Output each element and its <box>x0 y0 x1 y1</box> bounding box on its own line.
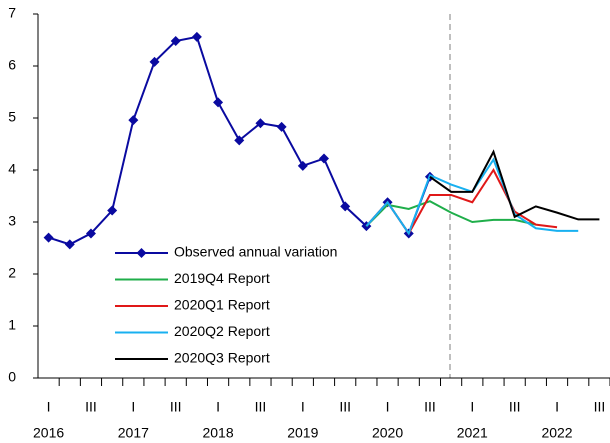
year-label: 2017 <box>118 425 149 441</box>
legend-label: 2020Q2 Report <box>174 323 270 339</box>
x-tick-label: III <box>509 399 521 415</box>
legend-label: 2019Q4 Report <box>174 270 270 286</box>
point-marker <box>64 239 75 250</box>
year-label: 2020 <box>372 425 403 441</box>
y-tick-label: 0 <box>8 369 16 385</box>
point-marker <box>85 228 96 239</box>
x-tick-label: III <box>170 399 182 415</box>
y-tick-label: 7 <box>8 5 16 21</box>
year-label: 2018 <box>202 425 233 441</box>
x-tick-label: III <box>339 399 351 415</box>
point-marker <box>255 118 266 129</box>
point-marker <box>170 36 181 47</box>
point-marker <box>319 153 329 164</box>
x-tick-label: III <box>255 399 267 415</box>
point-marker <box>107 205 118 216</box>
point-marker <box>43 232 54 243</box>
x-tick-label: I <box>555 399 559 415</box>
x-tick-label: I <box>470 399 474 415</box>
x-tick-label: III <box>85 399 97 415</box>
x-tick-label: I <box>131 399 135 415</box>
y-tick-label: 4 <box>8 161 16 177</box>
point-marker <box>149 56 160 67</box>
point-marker <box>340 201 351 212</box>
x-tick-label: I <box>216 399 220 415</box>
point-marker <box>191 31 202 42</box>
x-tick-label: I <box>301 399 305 415</box>
x-tick-label: I <box>47 399 51 415</box>
year-label: 2016 <box>33 425 64 441</box>
year-label: 2021 <box>457 425 488 441</box>
legend-label: 2020Q3 Report <box>174 350 270 366</box>
y-tick-label: 1 <box>8 317 16 333</box>
point-marker <box>297 160 308 171</box>
year-label: 2019 <box>287 425 318 441</box>
year-label: 2022 <box>541 425 572 441</box>
x-tick-label: III <box>424 399 436 415</box>
point-marker <box>213 97 224 108</box>
legend-label: Observed annual variation <box>174 244 337 260</box>
series-line <box>365 200 537 227</box>
series-line <box>429 149 600 221</box>
point-marker <box>234 135 245 146</box>
x-tick-label: III <box>594 399 606 415</box>
point-marker <box>128 115 139 126</box>
y-tick-label: 2 <box>8 265 16 281</box>
y-tick-label: 3 <box>8 213 16 229</box>
legend-marker <box>136 248 147 258</box>
y-tick-label: 5 <box>8 109 16 125</box>
legend-label: 2020Q1 Report <box>174 297 270 313</box>
point-marker <box>276 121 287 132</box>
x-tick-label: I <box>386 399 390 415</box>
y-tick-label: 6 <box>8 57 16 73</box>
